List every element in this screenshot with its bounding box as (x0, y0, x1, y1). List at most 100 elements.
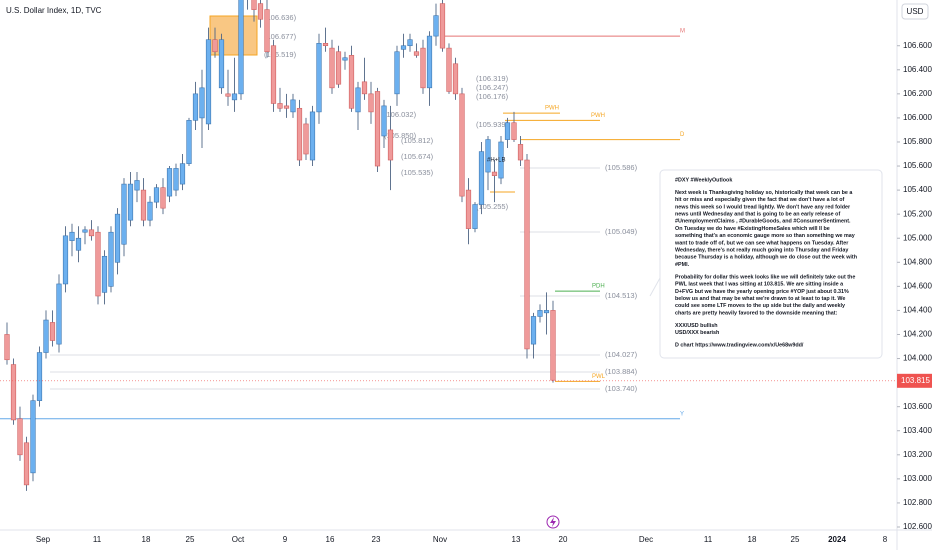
candle-body (121, 183, 127, 245)
candle-body (23, 442, 30, 486)
event-bolt (550, 517, 556, 527)
candle-body (101, 255, 108, 293)
y-tick-label: 103.000 (903, 474, 932, 483)
note-line: USD/XXX bearish (675, 330, 719, 336)
candle-body (10, 364, 17, 421)
level-label: (105.535) (401, 168, 434, 177)
level-label: (105.939) (476, 120, 509, 129)
candle-body (30, 400, 36, 474)
candle-body (218, 39, 225, 89)
candle-body (257, 3, 264, 20)
candle-body (290, 99, 296, 113)
chart-title: U.S. Dollar Index, 1D, TVC (6, 6, 102, 15)
highlight-box (209, 15, 258, 56)
candle-body (420, 47, 426, 89)
candle-body (127, 183, 134, 221)
candle-body (355, 87, 361, 113)
candle-body (166, 168, 173, 197)
note-line: On Tuesday we do have #ExistingHomeSales… (675, 226, 830, 232)
candle-body (4, 334, 10, 361)
y-tick-label: 105.400 (903, 185, 932, 194)
candle-body (173, 168, 179, 191)
y-tick-label: 102.600 (903, 522, 932, 531)
candle-body (160, 187, 166, 209)
candle-body (530, 316, 537, 345)
level-tag: PDH (592, 284, 605, 290)
y-tick-label: 104.600 (903, 281, 932, 290)
candle-body (504, 122, 511, 140)
x-tick-label: 18 (142, 535, 151, 544)
candle-body (439, 3, 446, 49)
note-line: D chart https://www.tradingview.com/x/Ue… (675, 343, 804, 349)
note-line: D+FVG but we have the yearly opening pri… (675, 289, 849, 295)
y-tick-label: 105.600 (903, 161, 932, 170)
x-tick-label: 9 (283, 535, 288, 544)
y-tick-label: 104.800 (903, 257, 932, 266)
x-tick-label: 13 (512, 535, 521, 544)
candle-body (17, 418, 23, 456)
candle-body (277, 103, 283, 109)
currency-label: USD (907, 7, 924, 16)
current-price-tag (897, 373, 932, 388)
candle-body (69, 231, 75, 241)
level-label: (103.740) (605, 384, 638, 393)
note-line: something that's an economic gauge more … (675, 233, 855, 239)
candle-body (485, 139, 491, 173)
x-tick-label: 8 (883, 535, 888, 544)
level-tag: PWL (592, 374, 606, 380)
level-tag: PWH (591, 113, 605, 119)
candle-body (407, 39, 413, 47)
note-line: Probability for dollar this week looks l… (675, 274, 855, 280)
x-tick-label: Oct (232, 535, 245, 544)
candle-body (134, 180, 140, 191)
note-line: #DXY #WeeklyOutlook (675, 177, 732, 183)
level-label: (106.176) (476, 92, 509, 101)
candle-body (368, 93, 374, 113)
marker-text: #H+LB (487, 158, 506, 164)
candle-body (114, 213, 121, 263)
x-tick-label: Dec (639, 535, 653, 544)
candle-body (342, 57, 348, 61)
currency-box[interactable] (901, 3, 929, 20)
candle-body (153, 187, 160, 203)
candle-body (394, 51, 400, 95)
candle-body (43, 319, 49, 353)
candle-body (465, 189, 472, 229)
y-tick-label: 104.200 (903, 330, 932, 339)
candle-body (36, 352, 43, 401)
x-tick-label: 11 (704, 535, 713, 544)
note-pointer (649, 277, 661, 297)
note-line: #UnemploymentClaims , #DurableGoods, and… (675, 219, 851, 225)
candle-body (348, 55, 355, 109)
x-tick-label: 16 (326, 535, 335, 544)
candle-body (452, 63, 459, 95)
candle-body (517, 144, 524, 161)
level-label: (106.247) (476, 83, 509, 92)
candle-body (186, 120, 192, 164)
note-line: hit or miss and especially given the fac… (675, 197, 845, 203)
candle-body (231, 93, 238, 101)
note-line: could see some LTF moves to the up side … (675, 303, 845, 309)
candle-body (108, 231, 114, 287)
candle-body (62, 235, 69, 285)
x-tick-label: 20 (559, 535, 568, 544)
candle-body (49, 322, 56, 341)
level-label: (106.677) (264, 32, 297, 41)
candle-body (543, 310, 550, 314)
x-tick-label: 25 (791, 535, 800, 544)
level-label: (106.319) (476, 74, 509, 83)
x-tick-label: 23 (372, 535, 381, 544)
candle-body (335, 51, 342, 85)
x-tick-label: 11 (93, 535, 102, 544)
note-line: want to trade off of, but we can see wha… (674, 240, 849, 246)
level-label: (106.519) (264, 50, 297, 59)
note-line: news until Wednesday and that is going t… (675, 212, 840, 218)
level-label: (105.586) (605, 163, 638, 172)
candle-body (413, 51, 420, 56)
y-tick-label: 105.800 (903, 137, 932, 146)
candle-body (140, 189, 147, 221)
note-line: PWL last week that I was sitting at 103.… (675, 282, 844, 288)
candle-body (251, 0, 257, 10)
note-line: Next week is Thanksgiving holiday so, hi… (675, 190, 853, 196)
y-tick-label: 106.600 (903, 41, 932, 50)
